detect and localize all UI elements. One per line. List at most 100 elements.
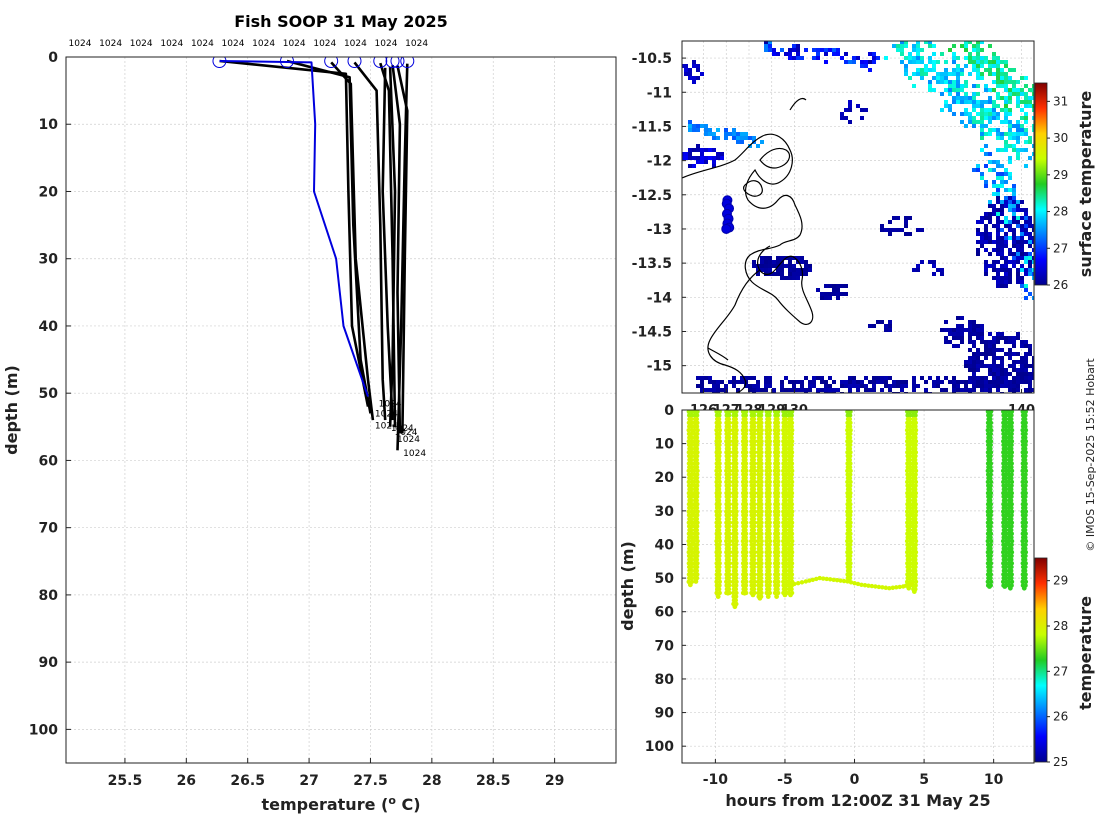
map-sst-pixel (900, 388, 904, 392)
map-sst-pixel (996, 268, 1000, 272)
map-sst-pixel (808, 388, 812, 392)
ts-point (913, 464, 918, 470)
ts-point (876, 584, 882, 590)
map-sst-pixel (848, 120, 852, 124)
ts-point (772, 450, 778, 455)
ts-point (727, 501, 732, 507)
ts-point (988, 464, 993, 470)
map-sst-pixel (1024, 368, 1028, 372)
map-sst-pixel (972, 360, 976, 364)
ts-y-label: depth (m) (618, 541, 637, 631)
map-sst-pixel (1028, 380, 1032, 384)
ts-point (686, 538, 691, 544)
map-sst-pixel (712, 384, 716, 388)
ts-point (759, 479, 764, 485)
ts-point (987, 584, 992, 589)
ts-point (799, 580, 805, 585)
ts-point (1006, 468, 1011, 474)
map-sst-pixel (940, 76, 944, 80)
ts-point (913, 505, 918, 511)
map-sst-pixel (820, 388, 824, 392)
ts-point (1022, 416, 1028, 422)
ts-point (845, 479, 850, 485)
ts-point (905, 479, 910, 485)
map-sst-pixel (952, 112, 956, 116)
map-sst-pixel (988, 44, 992, 48)
map-sst-pixel (1020, 216, 1024, 220)
map-sst-pixel (1024, 288, 1028, 292)
ts-point (734, 509, 739, 514)
ts-point (724, 538, 729, 544)
ts-point (767, 476, 772, 481)
ts-point (695, 501, 700, 507)
profile-line-black (353, 61, 387, 421)
ts-point (717, 461, 722, 466)
ts-point (913, 557, 918, 562)
ts-point (775, 416, 780, 422)
map-sst-pixel (692, 156, 696, 160)
map-coastline (682, 97, 814, 393)
map-sst-pixel (944, 336, 948, 340)
ts-point (758, 483, 764, 488)
map-sst-pixel (932, 68, 936, 72)
map-sst-pixel (952, 84, 956, 88)
map-sst-pixel (712, 156, 716, 160)
ts-point (751, 527, 757, 533)
ts-point (1009, 457, 1014, 462)
map-sst-pixel (884, 228, 888, 232)
map-sst-pixel (980, 64, 984, 68)
map-sst-pixel (988, 168, 992, 172)
profile-x-ticks: 25.5 26 26.5 27 27.5 28 28.5 29 (108, 758, 564, 789)
map-sst-pixel (824, 60, 828, 64)
map-sst-pixel (800, 260, 804, 264)
ts-point (733, 553, 739, 559)
ts-point (716, 527, 722, 533)
ts-point (1003, 487, 1008, 492)
ts-point (767, 461, 772, 466)
map-sst-pixel (892, 36, 896, 40)
ts-point (726, 498, 731, 503)
ts-point (743, 457, 748, 462)
ts-point (1003, 535, 1009, 540)
map-sst-pixel (1004, 236, 1008, 240)
ts-point (775, 527, 780, 533)
map-sst-pixel (844, 284, 848, 288)
map-sst-pixel (764, 41, 768, 44)
map-sst-pixel (1004, 200, 1008, 204)
ts-point (1009, 453, 1014, 459)
ts-point (751, 413, 757, 418)
ts-point (726, 524, 732, 529)
ts-point (775, 409, 781, 414)
map-sst-pixel (796, 272, 800, 276)
map-sst-pixel (1024, 140, 1028, 144)
map-sst-pixel (1020, 280, 1024, 284)
map-sst-pixel (888, 388, 892, 392)
map-sst-pixel (984, 388, 988, 392)
ts-point (783, 457, 789, 462)
ts-point (1001, 479, 1006, 485)
ts-point (767, 575, 772, 581)
map-sst-pixel (1008, 380, 1012, 384)
map-sst-pixel (984, 216, 988, 220)
ts-point (726, 535, 732, 540)
ts-point (740, 439, 746, 444)
map-sst-pixel (984, 240, 988, 244)
map-sst-pixel (1004, 280, 1008, 284)
ts-point (775, 501, 781, 507)
map-sst-pixel (996, 276, 1000, 280)
map-sst-pixel (1016, 260, 1020, 264)
map-sst-pixel (1020, 200, 1024, 204)
ts-point (907, 524, 913, 529)
map-colorbar-tick-label: 26 (1053, 278, 1068, 292)
map-sst-pixel (924, 41, 928, 44)
profile-y-tick-label: 100 (29, 722, 58, 738)
map-sst-pixel (1004, 276, 1008, 280)
map-sst-pixel (1020, 340, 1024, 344)
ts-point (752, 472, 757, 477)
map-sst-pixel (856, 380, 860, 384)
ts-point (749, 409, 754, 414)
map-sst-pixel (1012, 92, 1016, 96)
ts-point (985, 509, 991, 514)
ts-point (795, 580, 801, 586)
ts-point (743, 479, 749, 485)
